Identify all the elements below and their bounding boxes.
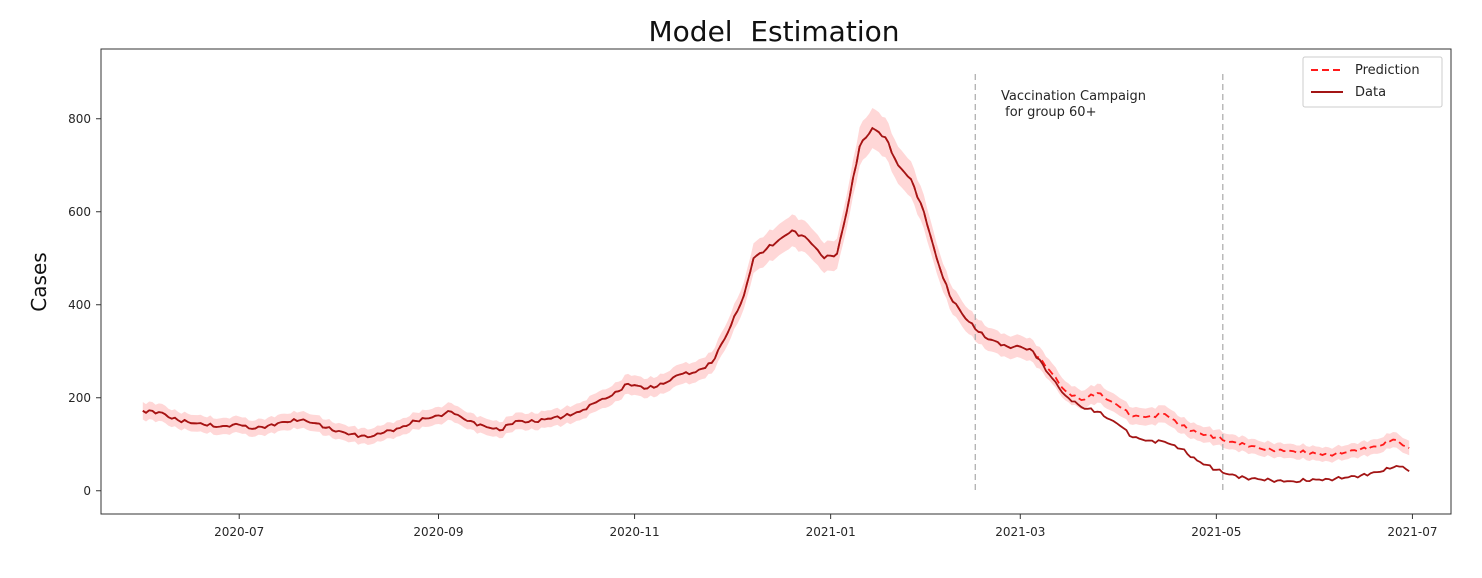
plot-frame xyxy=(100,48,1452,515)
x-tick-label: 2021-07 xyxy=(1387,525,1437,539)
y-tick-label: 0 xyxy=(83,484,91,498)
chart-title: Model Estimation xyxy=(649,15,900,48)
data-series-line xyxy=(142,126,1410,484)
x-tick-label: 2020-09 xyxy=(413,525,463,539)
annotation-line-2: for group 60+ xyxy=(1001,105,1096,120)
vaccination-annotation: Vaccination Campaign for group 60+ xyxy=(1001,89,1146,120)
x-tick-label: 2021-05 xyxy=(1191,525,1241,539)
x-tick-label: 2020-11 xyxy=(610,525,660,539)
plot-area xyxy=(142,74,1410,494)
axis-ticks: 0 200 400 600 800 2020-07 2020-09 2020-11 2021-0… xyxy=(68,112,1437,539)
x-tick-label: 2021-01 xyxy=(806,525,856,539)
y-tick-label: 200 xyxy=(68,391,91,405)
legend-prediction-label: Prediction xyxy=(1355,63,1420,78)
x-tick-label: 2021-03 xyxy=(995,525,1045,539)
y-tick-label: 800 xyxy=(68,112,91,126)
y-axis-label: Cases xyxy=(27,252,51,311)
y-tick-label: 600 xyxy=(68,205,91,219)
annotation-line-1: Vaccination Campaign xyxy=(1001,89,1146,104)
x-tick-label: 2020-07 xyxy=(214,525,264,539)
legend-data-label: Data xyxy=(1355,85,1386,100)
y-tick-label: 400 xyxy=(68,298,91,312)
legend: Prediction Data xyxy=(1302,56,1443,108)
prediction-uncertainty-band xyxy=(142,108,1410,463)
